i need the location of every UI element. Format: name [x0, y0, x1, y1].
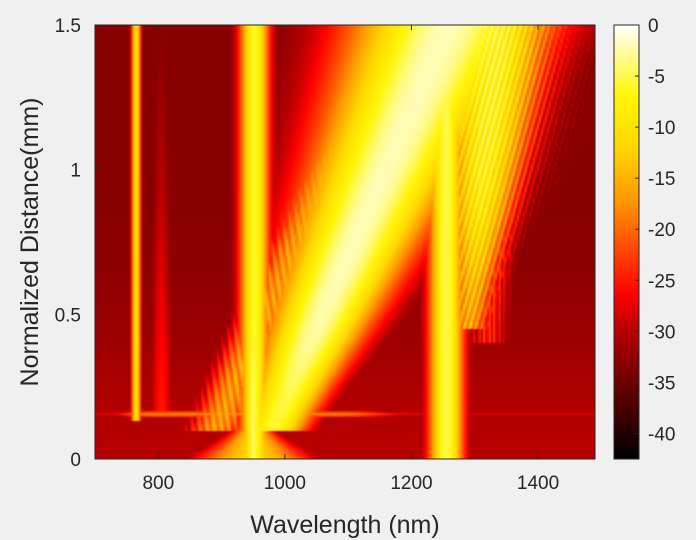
colorbar-tick-label: -5	[648, 67, 665, 88]
colorbar-tick-label: -30	[648, 322, 675, 343]
colorbar	[613, 24, 640, 460]
y-tick-label: 0	[70, 450, 81, 471]
colorbar-ticks: 0 -5 -10 -15 -20 -25 -30 -35 -40	[635, 16, 675, 445]
y-axis: 0 0.5 1 1.5	[55, 16, 595, 471]
heatmap-raster	[95, 25, 595, 459]
x-tick-label: 1000	[264, 473, 306, 494]
x-axis: 800 1000 1200 1400	[142, 25, 559, 494]
y-tick-label: 0.5	[55, 305, 81, 326]
x-tick-label: 1400	[517, 473, 559, 494]
colorbar-tick-label: -10	[648, 118, 675, 139]
colorbar-tick-label: -40	[648, 424, 675, 445]
y-tick-label: 1	[70, 161, 81, 182]
plot-area-frame	[94, 24, 596, 460]
colorbar-tick-label: -25	[648, 271, 675, 292]
colorbar-tick-label: -15	[648, 169, 675, 190]
colorbar-tick-label: -20	[648, 220, 675, 241]
x-tick-label: 800	[142, 473, 174, 494]
y-axis-label: Normalized Distance(mm)	[16, 98, 44, 387]
y-tick-label: 1.5	[55, 16, 81, 37]
heatmap-image	[95, 25, 595, 459]
colorbar-tick-label: 0	[648, 16, 659, 37]
x-tick-label: 1200	[390, 473, 432, 494]
colorbar-tick-label: -35	[648, 373, 675, 394]
x-axis-label: Wavelength (nm)	[250, 511, 439, 539]
